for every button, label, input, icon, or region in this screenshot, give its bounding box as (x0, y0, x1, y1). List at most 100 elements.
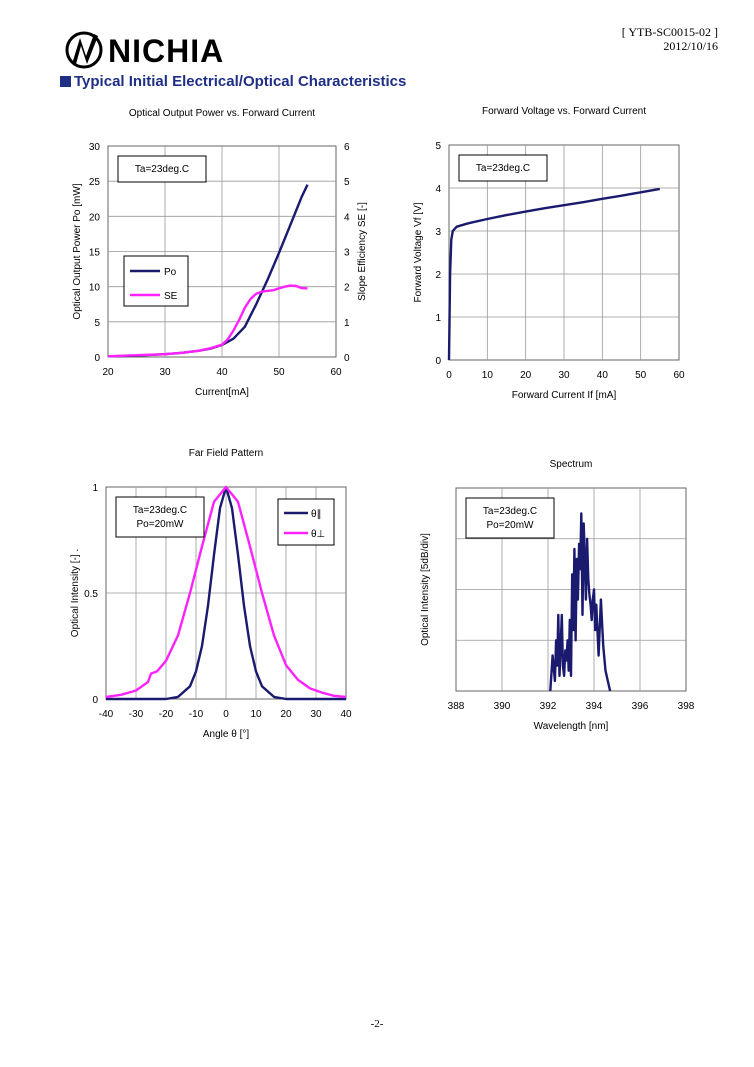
x-tick-label: 10 (250, 709, 262, 720)
annotation-box: Ta=23deg.C Po=20mW (115, 496, 205, 538)
x-tick-label: -40 (99, 709, 114, 720)
legend: θ∥ θ⊥ (277, 498, 335, 546)
x-tick-label: 10 (482, 370, 494, 381)
x-tick-label: 50 (273, 367, 285, 378)
x-axis-label: Wavelength [nm] (534, 721, 609, 732)
document-id: [ YTB-SC0015-02 ] (621, 25, 718, 39)
brand-name: NICHIA (108, 33, 225, 69)
x-axis-label: Forward Current If [mA] (512, 390, 617, 401)
y2-axis-label: Slope Efficiency SE [-] (357, 202, 368, 301)
legend: Po SE (123, 255, 189, 307)
series-line-data (447, 187, 661, 361)
y-tick-label: 0 (92, 695, 98, 706)
y-tick-label: 1 (92, 483, 98, 494)
y-tick-label: 25 (89, 177, 101, 188)
bullet-square-icon (60, 76, 71, 87)
series-line-SE (107, 284, 308, 358)
x-tick-label: 20 (520, 370, 532, 381)
annotation-text: Po=20mW (487, 520, 535, 531)
x-tick-label: 0 (446, 370, 452, 381)
y-axis-label: Optical Output Power Po [mW] (72, 183, 83, 319)
y2-tick-label: 6 (344, 142, 350, 153)
chart-po_vs_if: Optical Output Power vs. Forward Current… (72, 108, 368, 398)
annotation-frame (117, 155, 207, 183)
x-tick-label: 30 (159, 367, 171, 378)
annotation-box: Ta=23deg.C (458, 154, 548, 182)
x-tick-label: -10 (189, 709, 204, 720)
chart-far_field: Far Field Pattern -40 -30 -20 -10 0 10 20 30 40 0 0… (70, 448, 352, 740)
section-title: Typical Initial Electrical/Optical Chara… (74, 73, 407, 90)
y2-tick-label: 5 (344, 177, 350, 188)
x-tick-label: 394 (586, 701, 603, 712)
legend-label: Po (164, 267, 177, 278)
legend-frame (123, 255, 189, 307)
document-date: 2012/10/16 (663, 39, 718, 53)
x-tick-label: -30 (129, 709, 144, 720)
y-tick-label: 4 (435, 184, 441, 195)
x-tick-label: 40 (597, 370, 609, 381)
chart-title: Optical Output Power vs. Forward Current (129, 108, 315, 119)
y-tick-label: 2 (435, 270, 441, 281)
x-tick-label: 390 (494, 701, 511, 712)
x-tick-label: 60 (330, 367, 342, 378)
y2-tick-label: 4 (344, 212, 350, 223)
x-tick-label: 388 (448, 701, 465, 712)
series-line-data (549, 512, 612, 692)
document-id-block: [ YTB-SC0015-02 ] 2012/10/16 (622, 25, 718, 53)
y-tick-label: 0 (435, 356, 441, 367)
annotation-text: Ta=23deg.C (135, 164, 189, 175)
series-line-θ⊥ (105, 485, 347, 699)
annotation-text: Po=20mW (137, 519, 185, 530)
y-tick-label: 5 (94, 318, 100, 329)
chart-title: Forward Voltage vs. Forward Current (482, 106, 646, 117)
y-axis-label: Optical Intensity [5dB/div] (420, 533, 431, 646)
x-tick-label: 392 (540, 701, 557, 712)
x-tick-label: -20 (159, 709, 174, 720)
x-tick-label: 40 (216, 367, 228, 378)
y-tick-label: 20 (89, 212, 101, 223)
annotation-text: Ta=23deg.C (483, 506, 537, 517)
y-tick-label: 0.5 (84, 589, 98, 600)
section-heading: Typical Initial Electrical/Optical Chara… (60, 73, 406, 90)
legend-frame (277, 498, 335, 546)
nichia-logo-icon (65, 31, 103, 69)
x-tick-label: 20 (280, 709, 292, 720)
y-axis-label: Optical Intensity [-] . (70, 549, 81, 637)
chart-title: Far Field Pattern (189, 448, 263, 459)
x-axis-label: Current[mA] (195, 387, 249, 398)
y-tick-label: 30 (89, 142, 101, 153)
y2-tick-label: 2 (344, 283, 350, 294)
page-number: -2- (370, 1018, 384, 1030)
annotation-box: Ta=23deg.C (117, 155, 207, 183)
x-tick-label: 40 (340, 709, 352, 720)
x-tick-label: 60 (673, 370, 685, 381)
x-tick-label: 0 (223, 709, 229, 720)
y-axis-label: Forward Voltage Vf [V] (413, 202, 424, 302)
legend-label: SE (164, 291, 178, 302)
y-tick-label: 3 (435, 227, 441, 238)
chart-title: Spectrum (550, 459, 593, 470)
x-tick-label: 398 (678, 701, 695, 712)
annotation-box: Ta=23deg.C Po=20mW (465, 497, 555, 539)
y2-tick-label: 1 (344, 318, 350, 329)
x-tick-label: 30 (558, 370, 570, 381)
x-tick-label: 396 (632, 701, 649, 712)
y2-tick-label: 3 (344, 248, 350, 259)
y-tick-label: 15 (89, 248, 101, 259)
y2-tick-label: 0 (344, 353, 350, 364)
annotation-frame (115, 496, 205, 538)
legend-label: θ⊥ (311, 529, 325, 540)
x-tick-label: 20 (102, 367, 114, 378)
y-tick-label: 10 (89, 283, 101, 294)
annotation-text: Ta=23deg.C (476, 163, 530, 174)
legend-label: θ∥ (311, 509, 322, 520)
y-tick-label: 5 (435, 141, 441, 152)
x-tick-label: 50 (635, 370, 647, 381)
annotation-frame (465, 497, 555, 539)
y-tick-label: 1 (435, 313, 441, 324)
annotation-text: Ta=23deg.C (133, 505, 187, 516)
x-tick-label: 30 (310, 709, 322, 720)
x-axis-label: Angle θ [°] (203, 729, 249, 740)
